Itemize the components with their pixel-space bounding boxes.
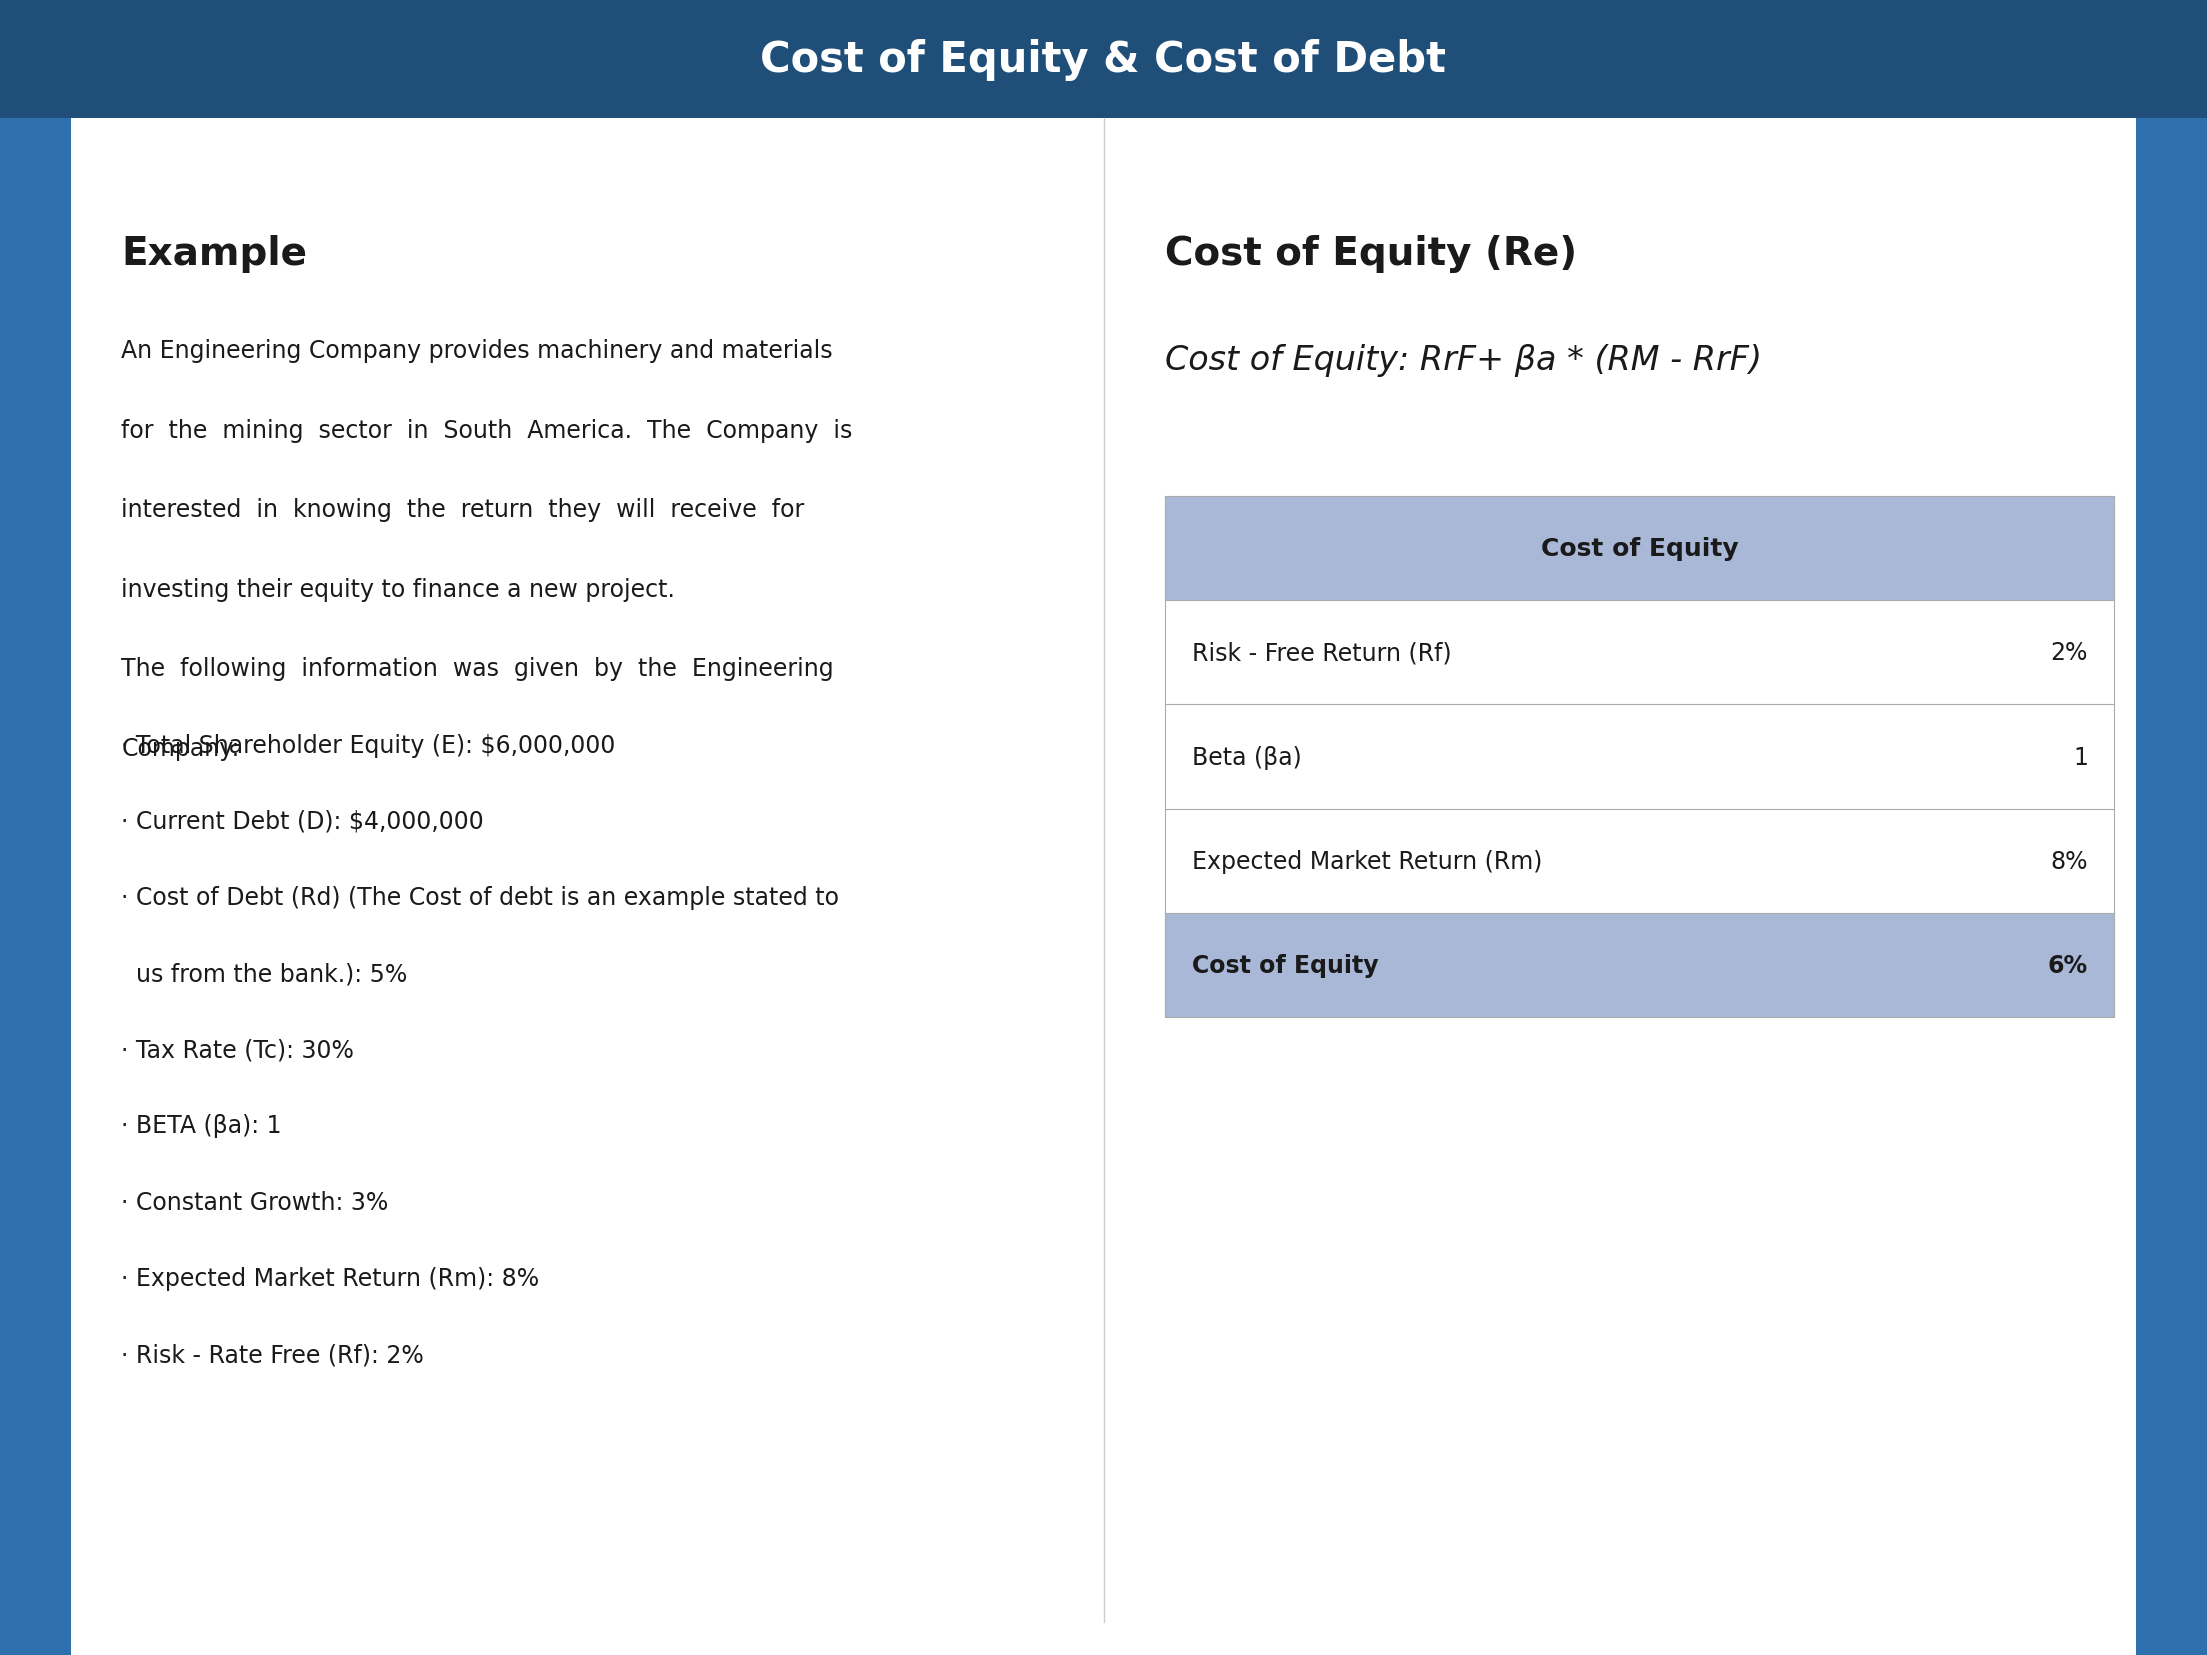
Text: Cost of Equity: Cost of Equity xyxy=(1192,953,1379,978)
Text: Company:: Company: xyxy=(121,736,241,760)
Text: interested  in  knowing  the  return  they  will  receive  for: interested in knowing the return they wi… xyxy=(121,498,806,521)
Text: us from the bank.): 5%: us from the bank.): 5% xyxy=(121,962,408,985)
FancyBboxPatch shape xyxy=(1165,809,2114,914)
Text: Beta (βa): Beta (βa) xyxy=(1192,745,1302,770)
Text: The  following  information  was  given  by  the  Engineering: The following information was given by t… xyxy=(121,657,834,680)
Text: Cost of Equity: Cost of Equity xyxy=(1540,536,1739,561)
Text: · Cost of Debt (Rd) (The Cost of debt is an example stated to: · Cost of Debt (Rd) (The Cost of debt is… xyxy=(121,885,839,909)
Text: for  the  mining  sector  in  South  America.  The  Company  is: for the mining sector in South America. … xyxy=(121,419,852,442)
FancyBboxPatch shape xyxy=(1165,601,2114,705)
FancyBboxPatch shape xyxy=(1165,496,2114,601)
FancyBboxPatch shape xyxy=(1165,914,2114,1018)
Text: 8%: 8% xyxy=(2050,849,2088,874)
Text: Risk - Free Return (Rf): Risk - Free Return (Rf) xyxy=(1192,640,1452,665)
Text: · Risk - Rate Free (Rf): 2%: · Risk - Rate Free (Rf): 2% xyxy=(121,1342,424,1365)
Text: Expected Market Return (Rm): Expected Market Return (Rm) xyxy=(1192,849,1543,874)
Text: 1: 1 xyxy=(2072,745,2088,770)
Text: investing their equity to finance a new project.: investing their equity to finance a new … xyxy=(121,578,675,601)
Text: Cost of Equity & Cost of Debt: Cost of Equity & Cost of Debt xyxy=(761,38,1446,81)
Text: · Current Debt (D): $4,000,000: · Current Debt (D): $4,000,000 xyxy=(121,809,483,832)
Text: 6%: 6% xyxy=(2048,953,2088,978)
FancyBboxPatch shape xyxy=(0,119,71,1655)
Text: Cost of Equity (Re): Cost of Equity (Re) xyxy=(1165,235,1578,273)
Text: Cost of Equity: RrF+ βa * (RM - RrF): Cost of Equity: RrF+ βa * (RM - RrF) xyxy=(1165,344,1763,377)
FancyBboxPatch shape xyxy=(0,0,2207,119)
FancyBboxPatch shape xyxy=(71,119,2136,1622)
Text: Example: Example xyxy=(121,235,307,273)
Text: · Tax Rate (Tc): 30%: · Tax Rate (Tc): 30% xyxy=(121,1038,355,1061)
Text: 2%: 2% xyxy=(2050,640,2088,665)
FancyBboxPatch shape xyxy=(2136,119,2207,1655)
Text: · Expected Market Return (Rm): 8%: · Expected Market Return (Rm): 8% xyxy=(121,1266,539,1289)
Text: · BETA (βa): 1: · BETA (βa): 1 xyxy=(121,1114,282,1137)
Text: · Constant Growth: 3%: · Constant Growth: 3% xyxy=(121,1190,388,1213)
Text: An Engineering Company provides machinery and materials: An Engineering Company provides machiner… xyxy=(121,339,832,362)
FancyBboxPatch shape xyxy=(1165,705,2114,809)
Text: · Total Shareholder Equity (E): $6,000,000: · Total Shareholder Equity (E): $6,000,0… xyxy=(121,733,616,756)
